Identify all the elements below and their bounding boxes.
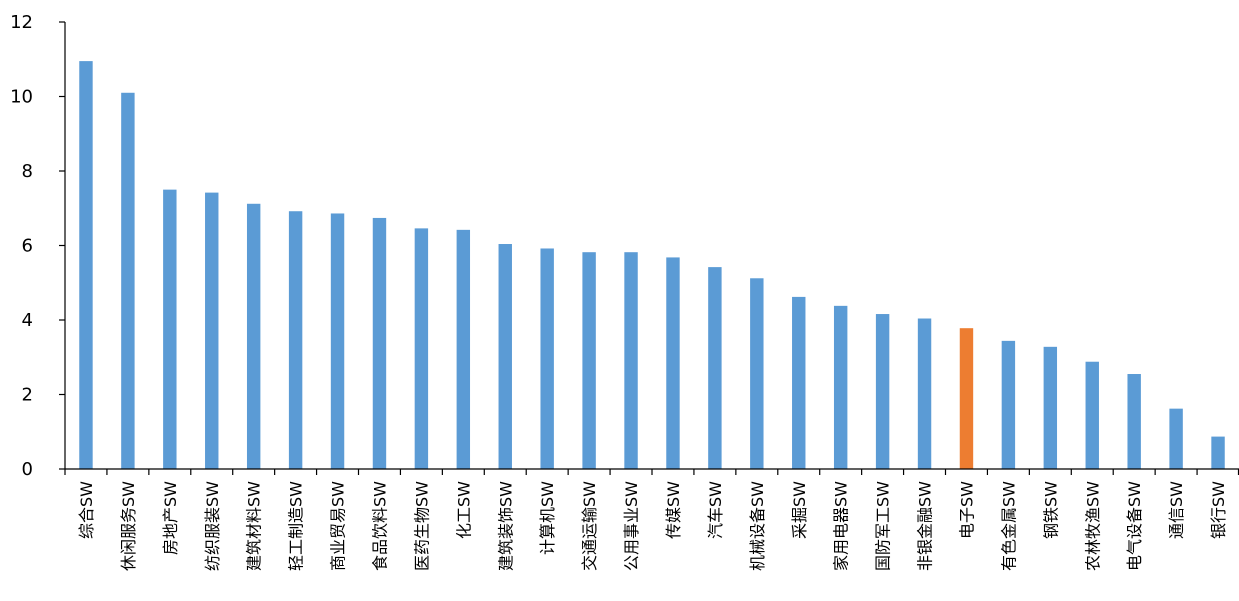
bars-group [79,61,1225,470]
bar [582,252,596,469]
bar [246,203,261,469]
axes-group [59,21,1239,475]
x-category-label: 国防军工SW [874,481,893,571]
bar [1127,374,1141,469]
x-category-label: 银行SW [1209,481,1228,539]
bar [750,278,764,469]
bar [540,248,554,469]
x-category-label: 传媒SW [664,481,683,539]
bar [875,314,890,469]
x-labels-group: 综合SW 休闲服务SW 房地产SW 纺织服装SW 建筑材料SW 轻工制造SW 商业贸易SW 食… [77,481,1228,571]
y-ticks-group: 0 2 4 6 8 10 12 [10,12,33,480]
x-category-label: 计算机SW [538,481,557,555]
bar [917,318,932,469]
y-tick-label: 6 [22,236,33,257]
x-category-label: 有色金属SW [999,481,1018,571]
bar [1211,436,1225,469]
x-category-label: 综合SW [77,481,96,539]
bar [163,189,177,470]
bar [121,92,135,470]
y-tick-label: 0 [22,459,33,480]
x-category-label: 纺织服装SW [203,481,222,571]
y-tick-label: 4 [22,310,33,331]
bar [666,257,680,469]
x-category-label: 化工SW [454,481,473,539]
bar [372,217,387,469]
x-category-label: 休闲服务SW [119,481,138,571]
x-category-label: 家用电器SW [832,481,851,571]
y-tick-label: 8 [22,161,33,182]
bar [708,267,722,469]
bar [288,211,303,470]
x-category-label: 医药生物SW [412,481,431,571]
x-category-label: 钢铁SW [1041,481,1060,539]
x-category-label: 食品饮料SW [370,481,389,571]
x-category-label: 交通运输SW [580,481,599,571]
x-category-label: 建筑材料SW [245,481,264,571]
x-category-label: 机械设备SW [748,481,767,571]
bar [833,305,848,469]
x-category-label: 商业贸易SW [329,481,348,571]
bar [1001,340,1016,469]
x-category-label: 采掘SW [790,481,809,539]
x-category-label: 非银金融SW [916,481,935,571]
x-category-label: 公用事业SW [622,481,641,571]
bar [79,61,93,470]
bar [414,228,429,469]
x-category-label: 轻工制造SW [287,481,306,571]
x-category-label: 建筑装饰SW [496,481,515,571]
x-category-label: 农林牧渔SW [1083,481,1102,571]
bar [456,229,471,469]
bar [792,296,806,469]
bar [330,213,345,469]
y-tick-label: 10 [10,87,33,108]
bar [1169,408,1183,469]
x-category-label: 汽车SW [706,481,725,539]
bar [1043,346,1058,469]
x-category-label: 通信SW [1167,481,1186,539]
bar [498,244,512,469]
x-category-label: 电子SW [957,481,976,539]
bar [624,252,638,469]
y-tick-label: 12 [10,12,33,33]
x-category-label: 电气设备SW [1125,481,1144,571]
y-tick-label: 2 [22,385,33,406]
bar [205,192,219,470]
bar [1085,361,1099,469]
bar [959,328,974,469]
x-category-label: 房地产SW [161,481,180,555]
